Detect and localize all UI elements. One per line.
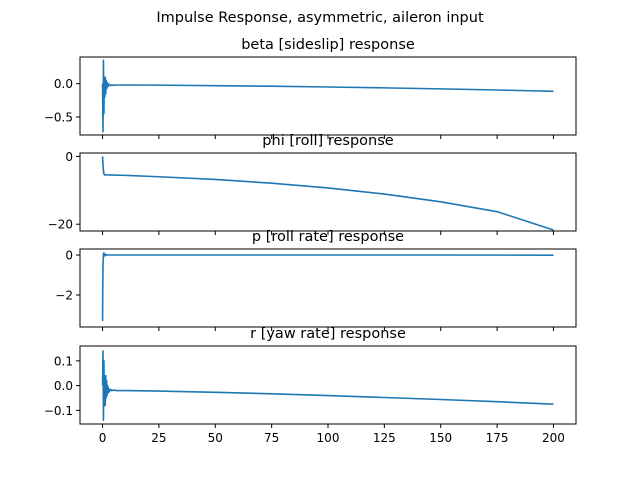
panel-phi-ytick-label: 0: [65, 150, 73, 164]
panel-phi-title: phi [roll] response: [262, 133, 393, 149]
panel-beta-title: beta [sideslip] response: [241, 37, 415, 53]
xtick-label: 100: [317, 431, 340, 445]
xtick-label: 150: [429, 431, 452, 445]
panel-p: p [roll rate] response 0 −2: [55, 229, 577, 331]
figure-suptitle: Impulse Response, asymmetric, aileron in…: [156, 10, 484, 26]
panel-beta: beta [sideslip] response 0.0 −0.5: [44, 37, 577, 139]
panel-p-series-line: [101, 252, 554, 322]
panel-r: r [yaw rate] response 0.1 0.0 −0.1 0 25 50 75 10…: [44, 326, 577, 445]
panel-p-title: p [roll rate] response: [252, 229, 404, 245]
panel-r-ytick-label: −0.1: [44, 404, 73, 418]
panel-phi-frame: [79, 152, 577, 232]
panel-p-frame: [79, 248, 577, 328]
panel-r-ytick-label: 0.0: [54, 379, 73, 393]
panel-beta-series-line: [101, 59, 554, 133]
panel-beta-ytick-label: −0.5: [44, 111, 73, 125]
panel-phi-series-line: [101, 156, 554, 231]
panel-r-ytick-label: 0.1: [54, 354, 73, 368]
xtick-label: 125: [373, 431, 396, 445]
panel-beta-frame: [79, 56, 577, 136]
panel-p-ytick-label: 0: [65, 249, 73, 263]
panel-r-title: r [yaw rate] response: [250, 326, 406, 342]
panel-phi-ytick-label: −20: [48, 218, 73, 232]
panel-beta-ytick-label: 0.0: [54, 77, 73, 91]
xtick-label: 200: [542, 431, 565, 445]
xtick-label: 25: [151, 431, 166, 445]
panel-phi: phi [roll] response 0 −20: [48, 133, 577, 235]
xtick-label: 75: [264, 431, 279, 445]
panel-r-frame: [79, 345, 577, 425]
xtick-label: 50: [208, 431, 223, 445]
panel-r-series-line: [101, 350, 554, 422]
xtick-label: 0: [99, 431, 107, 445]
panel-p-ytick-label: −2: [55, 289, 73, 303]
xtick-label: 175: [486, 431, 509, 445]
